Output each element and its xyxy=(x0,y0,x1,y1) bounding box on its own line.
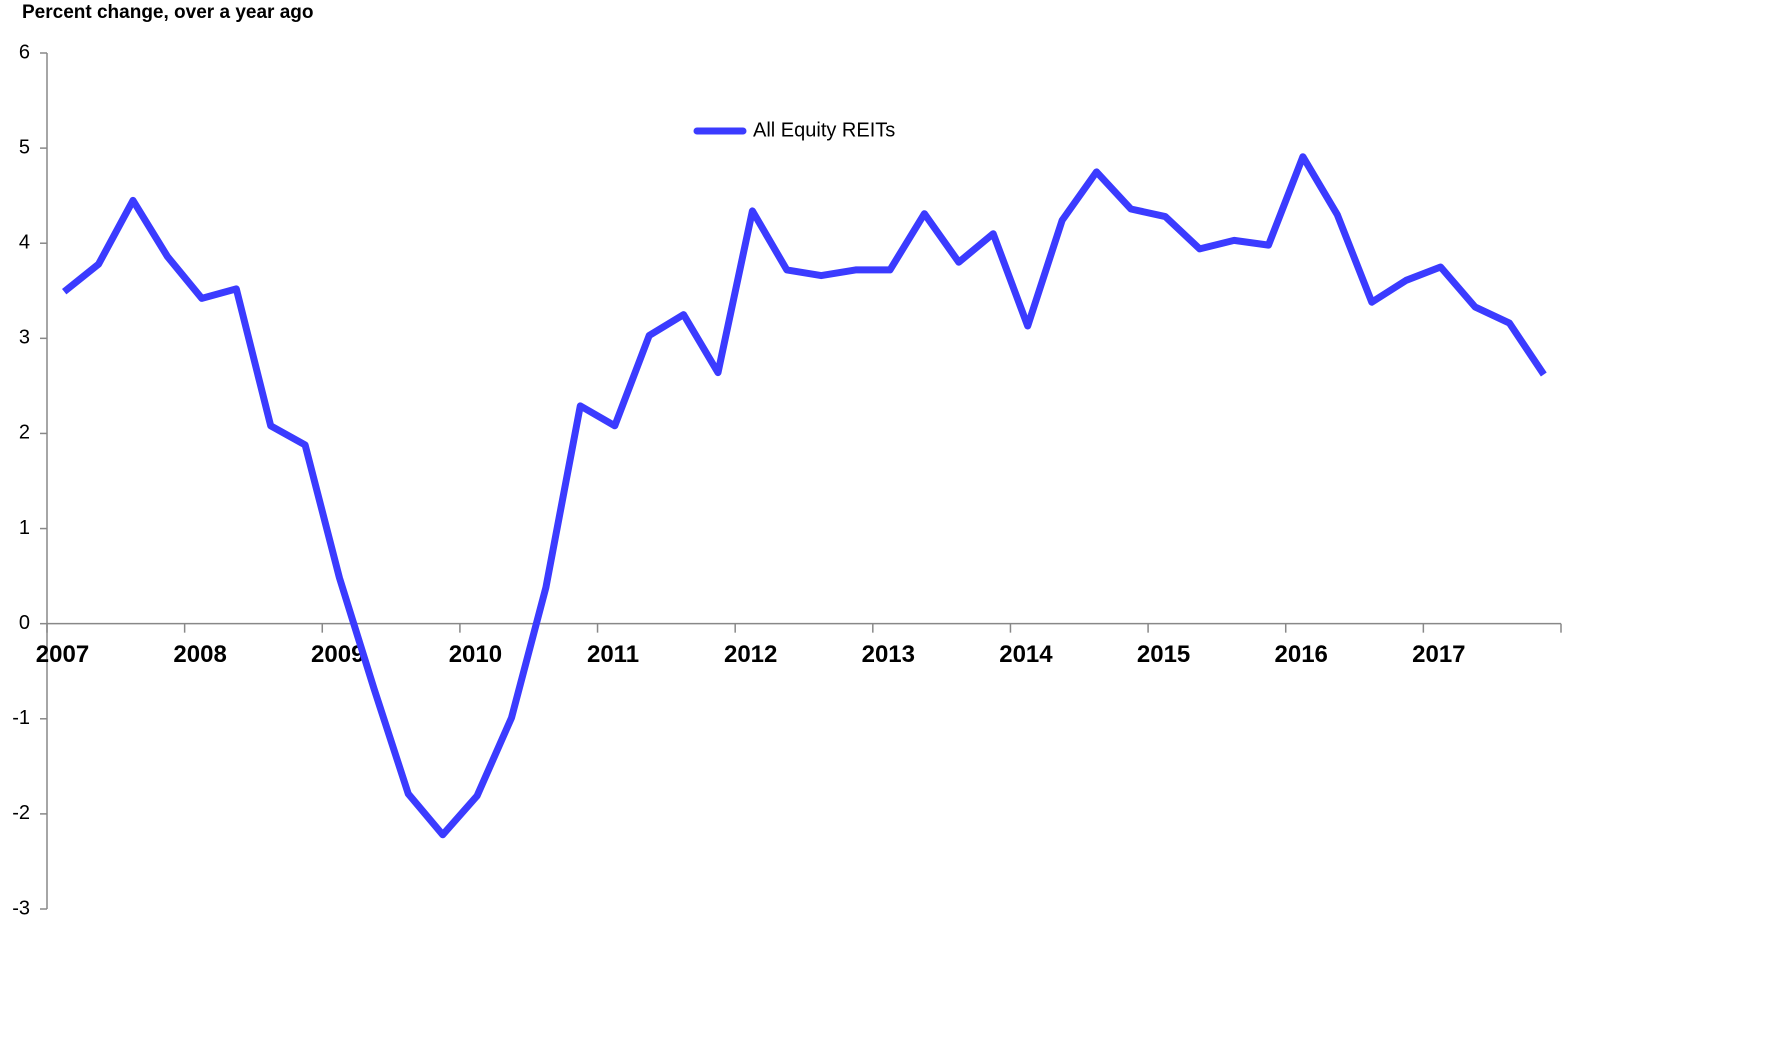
y-tick-label: 3 xyxy=(19,327,30,349)
y-tick-label: 6 xyxy=(19,41,30,63)
x-tick-label: 2014 xyxy=(999,641,1053,668)
y-tick-label: 4 xyxy=(19,232,30,254)
y-tick-label: 2 xyxy=(19,422,30,444)
y-tick-label: -3 xyxy=(12,897,30,919)
x-tick-label: 2007 xyxy=(36,641,89,668)
y-tick-label: 0 xyxy=(19,612,30,634)
x-tick-label: 2010 xyxy=(449,641,502,668)
x-tick-label: 2011 xyxy=(587,641,639,668)
y-tick-label: 5 xyxy=(19,136,30,158)
x-tick-label: 2015 xyxy=(1137,641,1190,668)
x-tick-label: 2012 xyxy=(724,641,777,668)
x-tick-label: 2008 xyxy=(173,641,226,668)
data-line xyxy=(62,153,1547,839)
y-tick-label: -2 xyxy=(12,802,30,824)
x-tick-label: 2017 xyxy=(1412,641,1465,668)
y-tick-label: -1 xyxy=(12,707,30,729)
x-tick-label: 2016 xyxy=(1275,641,1328,668)
y-axis-label: Percent change, over a year ago xyxy=(22,2,313,23)
x-tick-label: 2009 xyxy=(311,641,364,668)
y-tick-label: 1 xyxy=(19,517,30,539)
legend-label: All Equity REITs xyxy=(753,119,895,141)
x-tick-label: 2013 xyxy=(862,641,915,668)
